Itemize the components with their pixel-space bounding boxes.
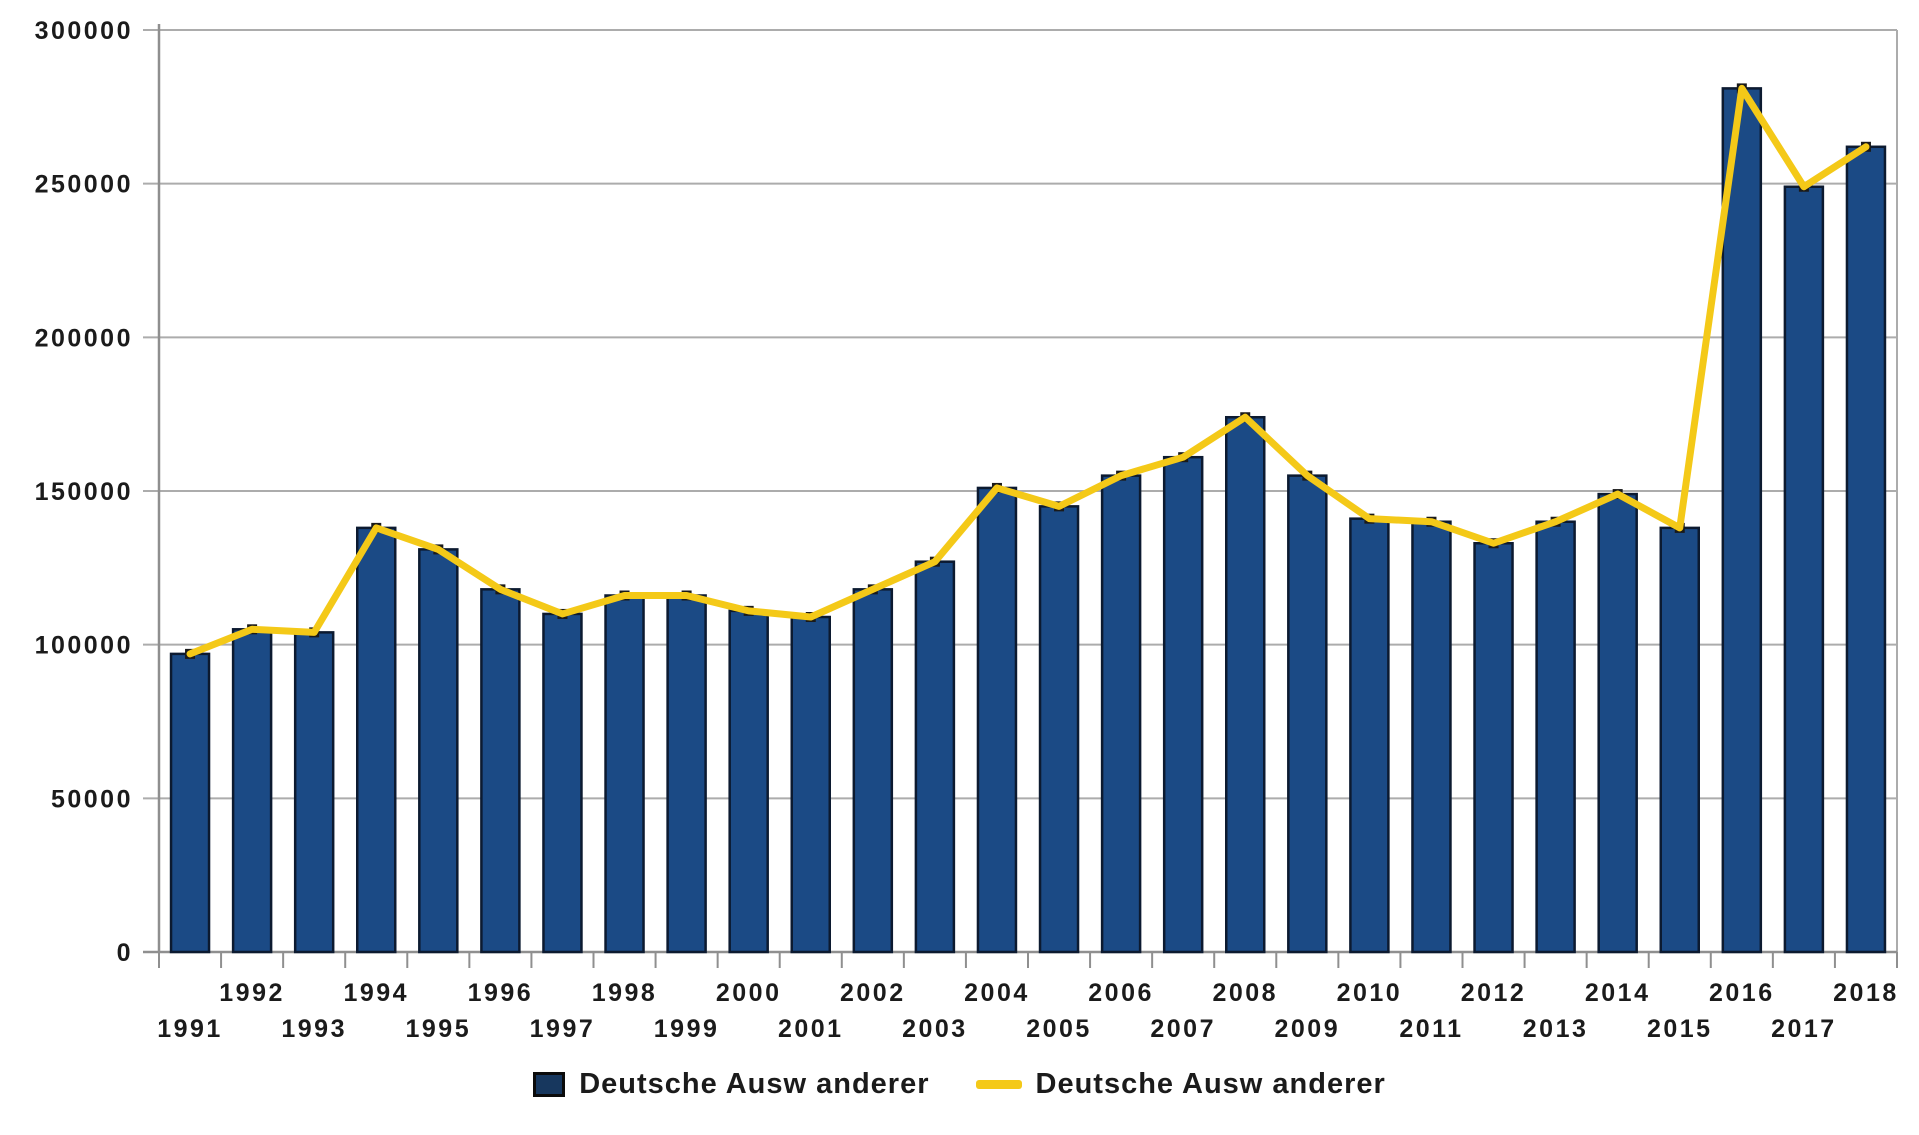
x-axis-label-2013: 2013: [1523, 1015, 1589, 1043]
x-axis-label-2001: 2001: [778, 1015, 844, 1043]
y-axis-label-100000: 100000: [35, 632, 133, 660]
bar-2014: [1597, 492, 1638, 954]
x-axis-label-2005: 2005: [1026, 1015, 1092, 1043]
bar-2007: [1162, 455, 1204, 954]
bar-2009: [1287, 474, 1328, 954]
line-series-path: [186, 84, 1870, 658]
bar-1997: [542, 612, 583, 954]
x-axis-label-1992: 1992: [219, 979, 285, 1007]
bar-2006: [1100, 474, 1142, 954]
x-axis-label-2015: 2015: [1647, 1015, 1713, 1043]
bar-2005: [1038, 505, 1080, 954]
x-axis-label-2014: 2014: [1585, 979, 1651, 1007]
x-axis-label-2009: 2009: [1275, 1015, 1341, 1043]
x-axis-label-2006: 2006: [1088, 979, 1154, 1007]
x-axis-label-1998: 1998: [592, 979, 658, 1007]
bar-1998: [604, 594, 645, 954]
bar-series-label: Deutsche Ausw anderer: [579, 1068, 930, 1100]
chart-legend: Deutsche Ausw anderer Deutsche Ausw ande…: [0, 1068, 1919, 1101]
y-axis-label-250000: 250000: [35, 171, 133, 199]
x-axis-label-1999: 1999: [654, 1015, 720, 1043]
bar-2017: [1783, 185, 1825, 954]
x-axis-label-2002: 2002: [840, 979, 906, 1007]
bar-2001: [790, 615, 831, 954]
bar-series-swatch-icon: [533, 1072, 566, 1097]
bar-2013: [1535, 520, 1576, 954]
bar-2000: [728, 609, 769, 954]
x-axis-label-2010: 2010: [1337, 979, 1403, 1007]
x-axis-label-1993: 1993: [281, 1015, 347, 1043]
bar-1996: [480, 588, 521, 954]
x-axis-label-1995: 1995: [406, 1015, 472, 1043]
bar-2011: [1411, 520, 1452, 954]
bar-2008: [1225, 415, 1266, 954]
bar-2015: [1659, 526, 1700, 954]
emigration-bar-line-chart: 0 50000 100000 150000 200000 250000 300000 1991…: [35, 17, 1899, 1043]
bar-2010: [1349, 517, 1390, 954]
bar-1999: [666, 594, 707, 954]
legend-item-line-series: Deutsche Ausw anderer: [975, 1068, 1386, 1101]
x-axis-label-2007: 2007: [1150, 1015, 1216, 1043]
x-axis-label-2018: 2018: [1833, 979, 1899, 1007]
legend-item-bar-series: Deutsche Ausw anderer: [533, 1068, 929, 1101]
bar-1993: [293, 631, 335, 954]
x-axis-label-2016: 2016: [1709, 979, 1775, 1007]
x-axis-label-1997: 1997: [530, 1015, 596, 1043]
y-axis-label-150000: 150000: [35, 478, 133, 506]
x-axis-label-2003: 2003: [902, 1015, 968, 1043]
bar-1992: [231, 628, 273, 954]
bar-2016: [1721, 87, 1763, 954]
y-axis-label-50000: 50000: [51, 785, 133, 813]
bar-1995: [418, 548, 459, 954]
bar-2012: [1473, 541, 1514, 954]
bar-2002: [852, 588, 894, 954]
x-axis-label-2017: 2017: [1771, 1015, 1837, 1043]
bar-2003: [914, 560, 956, 954]
x-axis-label-1996: 1996: [468, 979, 534, 1007]
bar-2018: [1845, 145, 1887, 954]
bar-2004: [976, 486, 1018, 954]
x-axis-label-1991: 1991: [157, 1015, 223, 1043]
y-axis-label-200000: 200000: [35, 324, 133, 352]
line-series-swatch-icon: [975, 1080, 1022, 1089]
x-axis-label-2011: 2011: [1399, 1015, 1463, 1043]
y-axis-label-300000: 300000: [35, 17, 133, 45]
bar-1994: [356, 526, 397, 954]
x-axis-label-1994: 1994: [343, 979, 409, 1007]
y-axis-label-0: 0: [117, 939, 133, 967]
x-axis-label-2000: 2000: [716, 979, 782, 1007]
bar-1991: [169, 652, 211, 954]
x-axis-label-2012: 2012: [1461, 979, 1527, 1007]
x-axis-label-2008: 2008: [1212, 979, 1278, 1007]
x-axis-label-2004: 2004: [964, 979, 1030, 1007]
line-series-label: Deutsche Ausw anderer: [1035, 1068, 1386, 1100]
